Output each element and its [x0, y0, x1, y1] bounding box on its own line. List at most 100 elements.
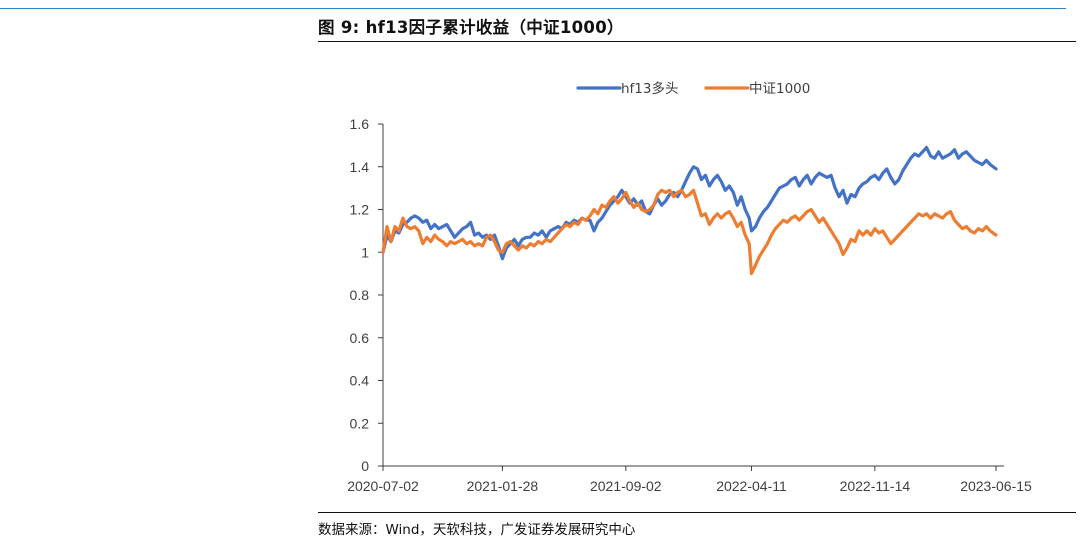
- data-point: [461, 238, 464, 241]
- data-point: [909, 221, 912, 224]
- data-point: [445, 223, 448, 226]
- data-point: [609, 200, 612, 203]
- data-point: [941, 217, 944, 220]
- data-point: [866, 230, 869, 233]
- data-point: [917, 212, 920, 215]
- data-point: [473, 244, 476, 247]
- data-point: [656, 193, 659, 196]
- data-point: [652, 204, 655, 207]
- x-tick-label: 2022-11-14: [840, 478, 911, 494]
- data-point: [750, 272, 753, 275]
- y-tick-label: 0.4: [350, 373, 370, 389]
- data-point: [925, 212, 928, 215]
- data-point: [770, 200, 773, 203]
- data-point: [421, 221, 424, 224]
- y-tick-label: 1.2: [350, 202, 370, 218]
- data-point: [394, 225, 397, 228]
- data-point: [782, 219, 785, 222]
- data-point: [889, 242, 892, 245]
- data-point: [770, 234, 773, 237]
- data-point: [893, 238, 896, 241]
- data-point: [921, 215, 924, 218]
- data-point: [732, 191, 735, 194]
- data-point: [593, 208, 596, 211]
- data-point: [881, 230, 884, 233]
- data-point: [794, 176, 797, 179]
- data-point: [965, 150, 968, 153]
- x-tick-label: 2023-06-15: [960, 478, 1032, 494]
- data-point: [477, 232, 480, 235]
- data-point: [457, 232, 460, 235]
- legend-label: 中证1000: [749, 81, 810, 97]
- data-point: [601, 217, 604, 220]
- data-point: [937, 150, 940, 153]
- data-point: [862, 183, 865, 186]
- data-point: [778, 223, 781, 226]
- data-point: [529, 242, 532, 245]
- data-point: [736, 204, 739, 207]
- data-point: [390, 240, 393, 243]
- data-point: [897, 178, 900, 181]
- data-point: [704, 212, 707, 215]
- data-point: [870, 176, 873, 179]
- data-point: [386, 225, 389, 228]
- data-point: [716, 212, 719, 215]
- data-point: [505, 242, 508, 245]
- x-tick-label: 2022-04-11: [716, 478, 787, 494]
- data-point: [648, 208, 651, 211]
- data-point: [660, 189, 663, 192]
- y-tick-label: 1.4: [350, 159, 370, 175]
- x-tick-label: 2021-09-02: [590, 478, 662, 494]
- data-point: [545, 238, 548, 241]
- data-point: [917, 155, 920, 158]
- data-point: [830, 230, 833, 233]
- data-point: [842, 189, 845, 192]
- data-point: [969, 155, 972, 158]
- data-point: [688, 193, 691, 196]
- data-point: [489, 234, 492, 237]
- data-point: [549, 240, 552, 243]
- data-point: [921, 150, 924, 153]
- data-point: [457, 240, 460, 243]
- data-point: [754, 225, 757, 228]
- data-point: [605, 210, 608, 213]
- series-line-1: [381, 145, 998, 261]
- data-point: [433, 234, 436, 237]
- data-point: [632, 197, 635, 200]
- data-point: [696, 168, 699, 171]
- data-point: [425, 236, 428, 239]
- data-point: [660, 204, 663, 207]
- data-point: [593, 230, 596, 233]
- data-point: [485, 236, 488, 239]
- data-point: [525, 247, 528, 250]
- data-point: [413, 225, 416, 228]
- data-point: [521, 244, 524, 247]
- y-tick-label: 1.6: [350, 116, 370, 132]
- data-point: [597, 212, 600, 215]
- y-tick-label: 1: [361, 244, 369, 260]
- data-point: [925, 146, 928, 149]
- data-point: [858, 187, 861, 190]
- data-point: [850, 193, 853, 196]
- data-point: [814, 176, 817, 179]
- data-point: [700, 215, 703, 218]
- data-point: [989, 163, 992, 166]
- data-point: [826, 223, 829, 226]
- data-point: [541, 230, 544, 233]
- data-point: [692, 165, 695, 168]
- data-point: [525, 236, 528, 239]
- data-point: [953, 219, 956, 222]
- data-point: [640, 208, 643, 211]
- data-point: [933, 157, 936, 160]
- data-point: [762, 210, 765, 213]
- data-point: [441, 240, 444, 243]
- data-point: [822, 174, 825, 177]
- data-point: [744, 208, 747, 211]
- data-point: [846, 202, 849, 205]
- data-point: [842, 253, 845, 256]
- data-point: [569, 225, 572, 228]
- data-point: [949, 210, 952, 213]
- data-point: [640, 200, 643, 203]
- data-point: [977, 227, 980, 230]
- data-point: [469, 221, 472, 224]
